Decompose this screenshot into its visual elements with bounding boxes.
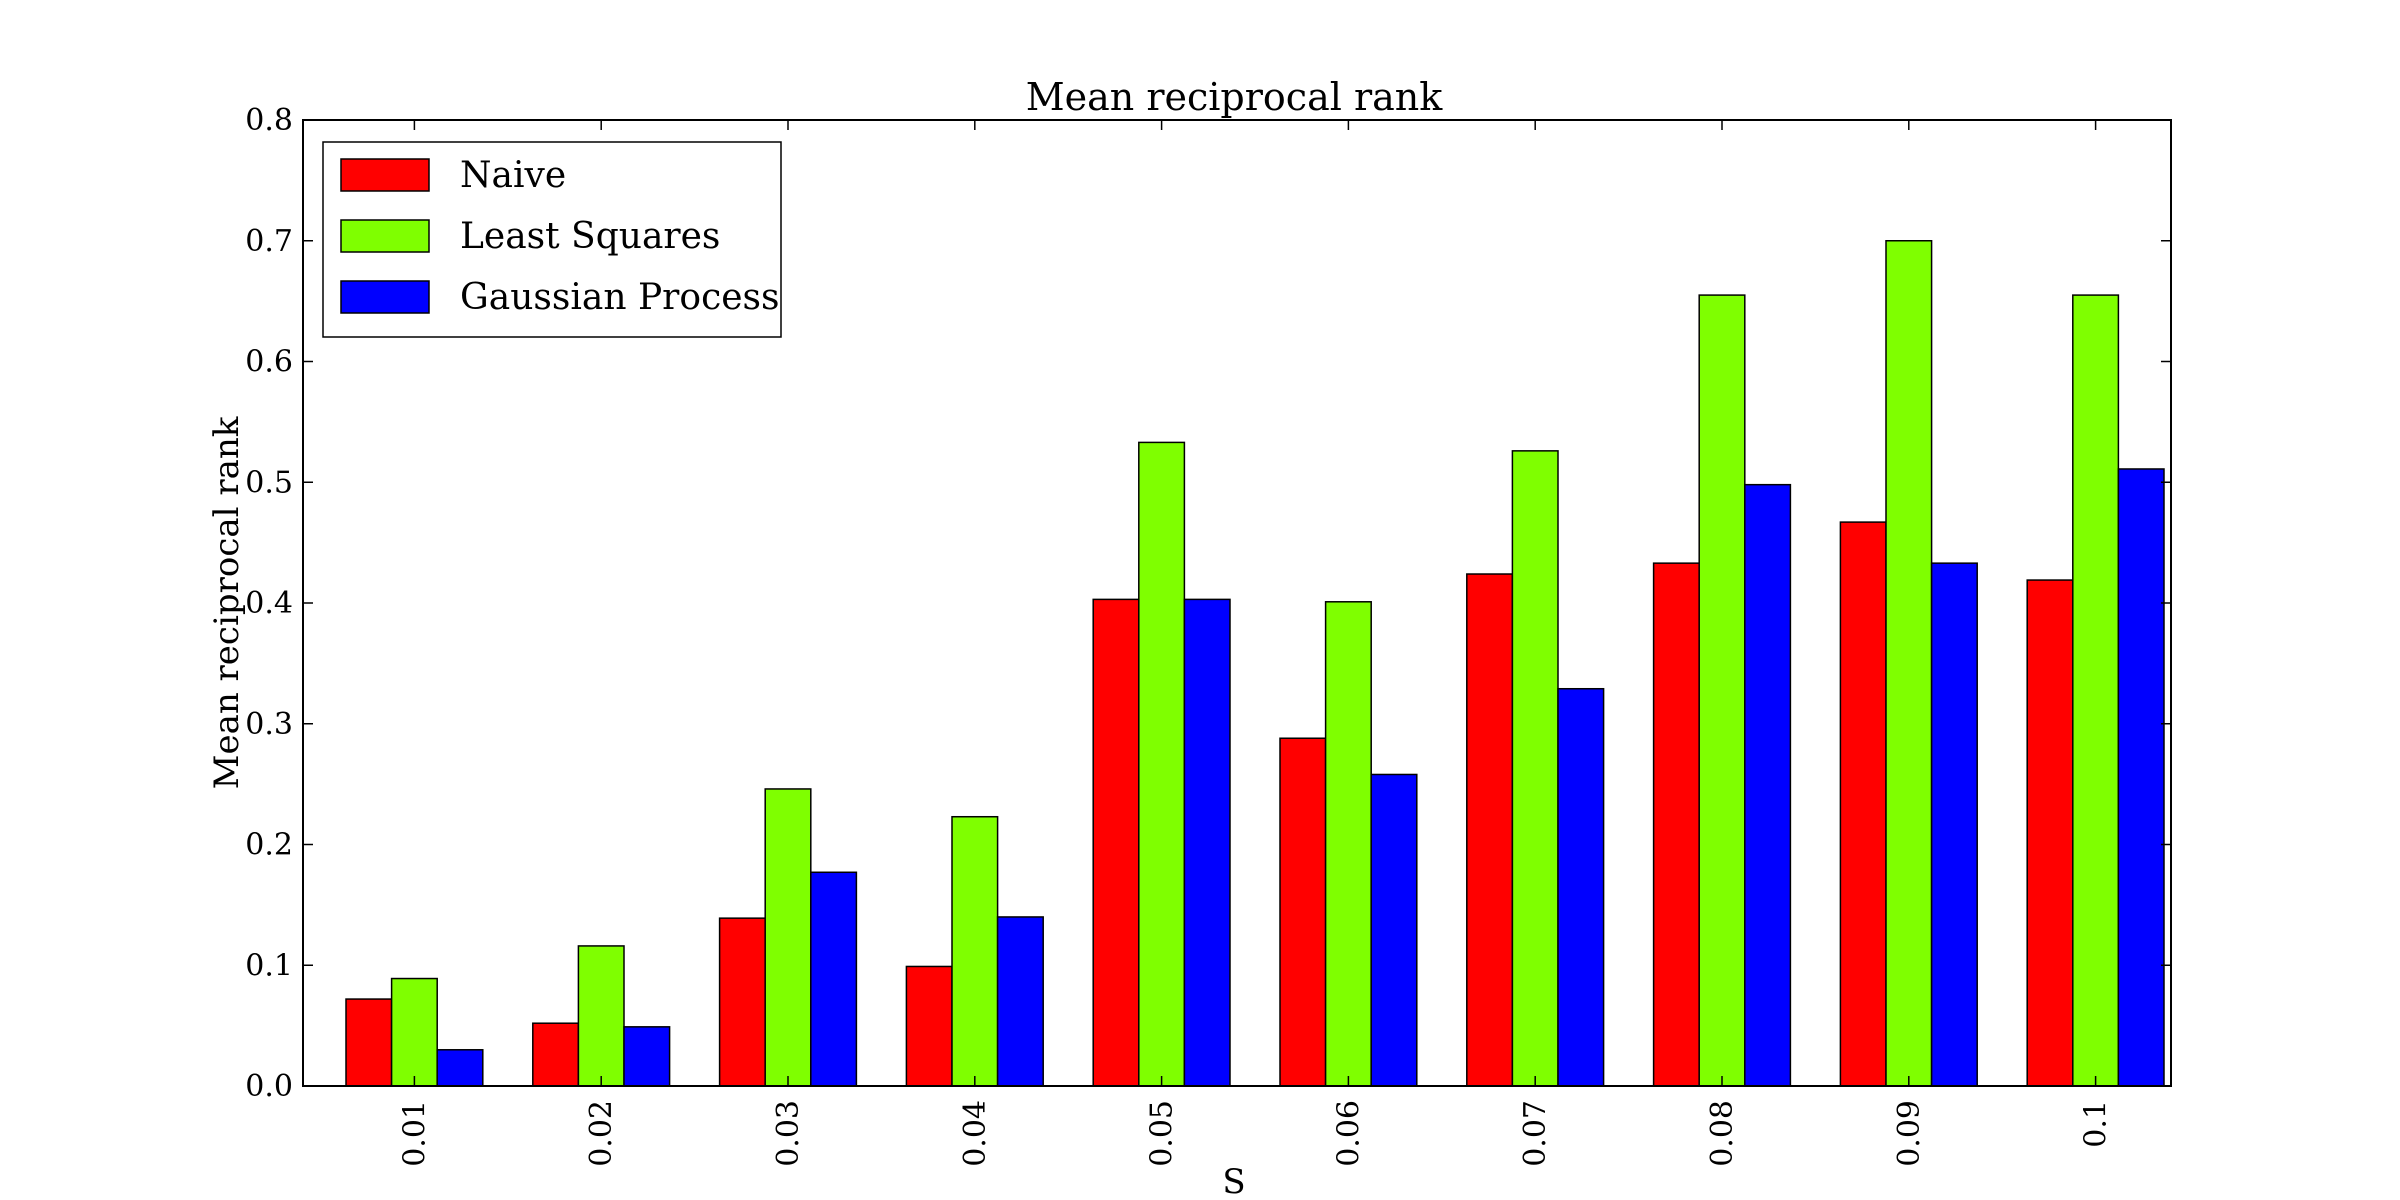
bar-naive-0.01 xyxy=(345,998,393,1087)
y-axis-label: Mean reciprocal rank xyxy=(207,416,247,789)
bar-gaussian-process-0.07 xyxy=(1557,687,1605,1087)
x-tick-label: 0.03 xyxy=(771,1100,806,1167)
bar-gaussian-process-0.04 xyxy=(996,916,1044,1087)
bar-least-squares-0.07 xyxy=(1511,450,1559,1087)
x-tick-label: 0.08 xyxy=(1705,1100,1740,1167)
bar-naive-0.08 xyxy=(1652,562,1700,1087)
legend-swatch-naive xyxy=(340,158,430,192)
bar-gaussian-process-0.05 xyxy=(1183,598,1231,1087)
bar-gaussian-process-0.02 xyxy=(623,1026,671,1087)
bar-naive-0.07 xyxy=(1466,573,1514,1087)
bar-naive-0.02 xyxy=(532,1022,580,1087)
y-tick-label: 0.6 xyxy=(245,345,293,380)
x-tick-label: 0.05 xyxy=(1145,1100,1180,1167)
y-tick-label: 0.4 xyxy=(245,586,293,621)
bar-least-squares-0.1 xyxy=(2072,294,2120,1087)
x-tick-label: 0.02 xyxy=(584,1100,619,1167)
ticks-group: 0.0 0.1 0.2 0.3 0.4 0.5 0.6 0.7 0.8 0.01 0.02 0.03 0… xyxy=(245,103,2171,1167)
y-tick-label: 0.5 xyxy=(245,465,293,500)
legend-label: Gaussian Process xyxy=(460,277,779,318)
y-tick-label: 0.8 xyxy=(245,103,293,138)
bar-least-squares-0.06 xyxy=(1324,601,1372,1087)
bar-gaussian-process-0.03 xyxy=(810,871,858,1087)
bar-gaussian-process-0.06 xyxy=(1370,773,1418,1087)
bar-least-squares-0.03 xyxy=(764,788,812,1087)
chart-title: Mean reciprocal rank xyxy=(1026,75,1444,119)
bar-naive-0.1 xyxy=(2026,579,2074,1087)
y-tick-label: 0.2 xyxy=(245,828,293,863)
bar-gaussian-process-0.08 xyxy=(1744,483,1792,1087)
bar-naive-0.05 xyxy=(1092,598,1140,1087)
bar-gaussian-process-0.01 xyxy=(436,1049,484,1087)
legend-swatch-least-squares xyxy=(340,219,430,253)
legend-label: Naive xyxy=(460,155,566,196)
x-tick-label: 0.09 xyxy=(1892,1100,1927,1167)
x-axis-label: S xyxy=(1222,1162,1245,1200)
legend-label: Least Squares xyxy=(460,216,720,257)
x-tick-label: 0.06 xyxy=(1331,1100,1366,1167)
x-tick-label: 0.01 xyxy=(397,1100,432,1167)
y-tick-label: 0.7 xyxy=(245,224,293,259)
x-tick-label: 0.07 xyxy=(1518,1100,1553,1167)
bar-gaussian-process-0.1 xyxy=(2117,468,2165,1087)
x-tick-label: 0.04 xyxy=(958,1100,993,1167)
y-tick-label: 0.1 xyxy=(245,948,293,983)
bar-least-squares-0.08 xyxy=(1698,294,1746,1087)
bar-naive-0.06 xyxy=(1279,737,1327,1087)
bar-least-squares-0.05 xyxy=(1138,441,1186,1087)
bar-least-squares-0.04 xyxy=(951,815,999,1087)
legend-swatch-gaussian-process xyxy=(340,280,430,314)
bar-gaussian-process-0.09 xyxy=(1930,562,1978,1087)
bar-least-squares-0.02 xyxy=(577,945,625,1087)
bar-naive-0.03 xyxy=(718,917,766,1087)
bar-naive-0.04 xyxy=(905,965,953,1087)
legend: Naive Least Squares Gaussian Process xyxy=(322,141,782,338)
bar-least-squares-0.09 xyxy=(1885,240,1933,1087)
bar-least-squares-0.01 xyxy=(390,977,438,1087)
x-tick-label: 0.1 xyxy=(2079,1100,2114,1148)
bars-group xyxy=(345,240,2165,1087)
bar-naive-0.09 xyxy=(1839,521,1887,1087)
y-tick-label: 0.3 xyxy=(245,707,293,742)
y-tick-label: 0.0 xyxy=(245,1069,293,1104)
